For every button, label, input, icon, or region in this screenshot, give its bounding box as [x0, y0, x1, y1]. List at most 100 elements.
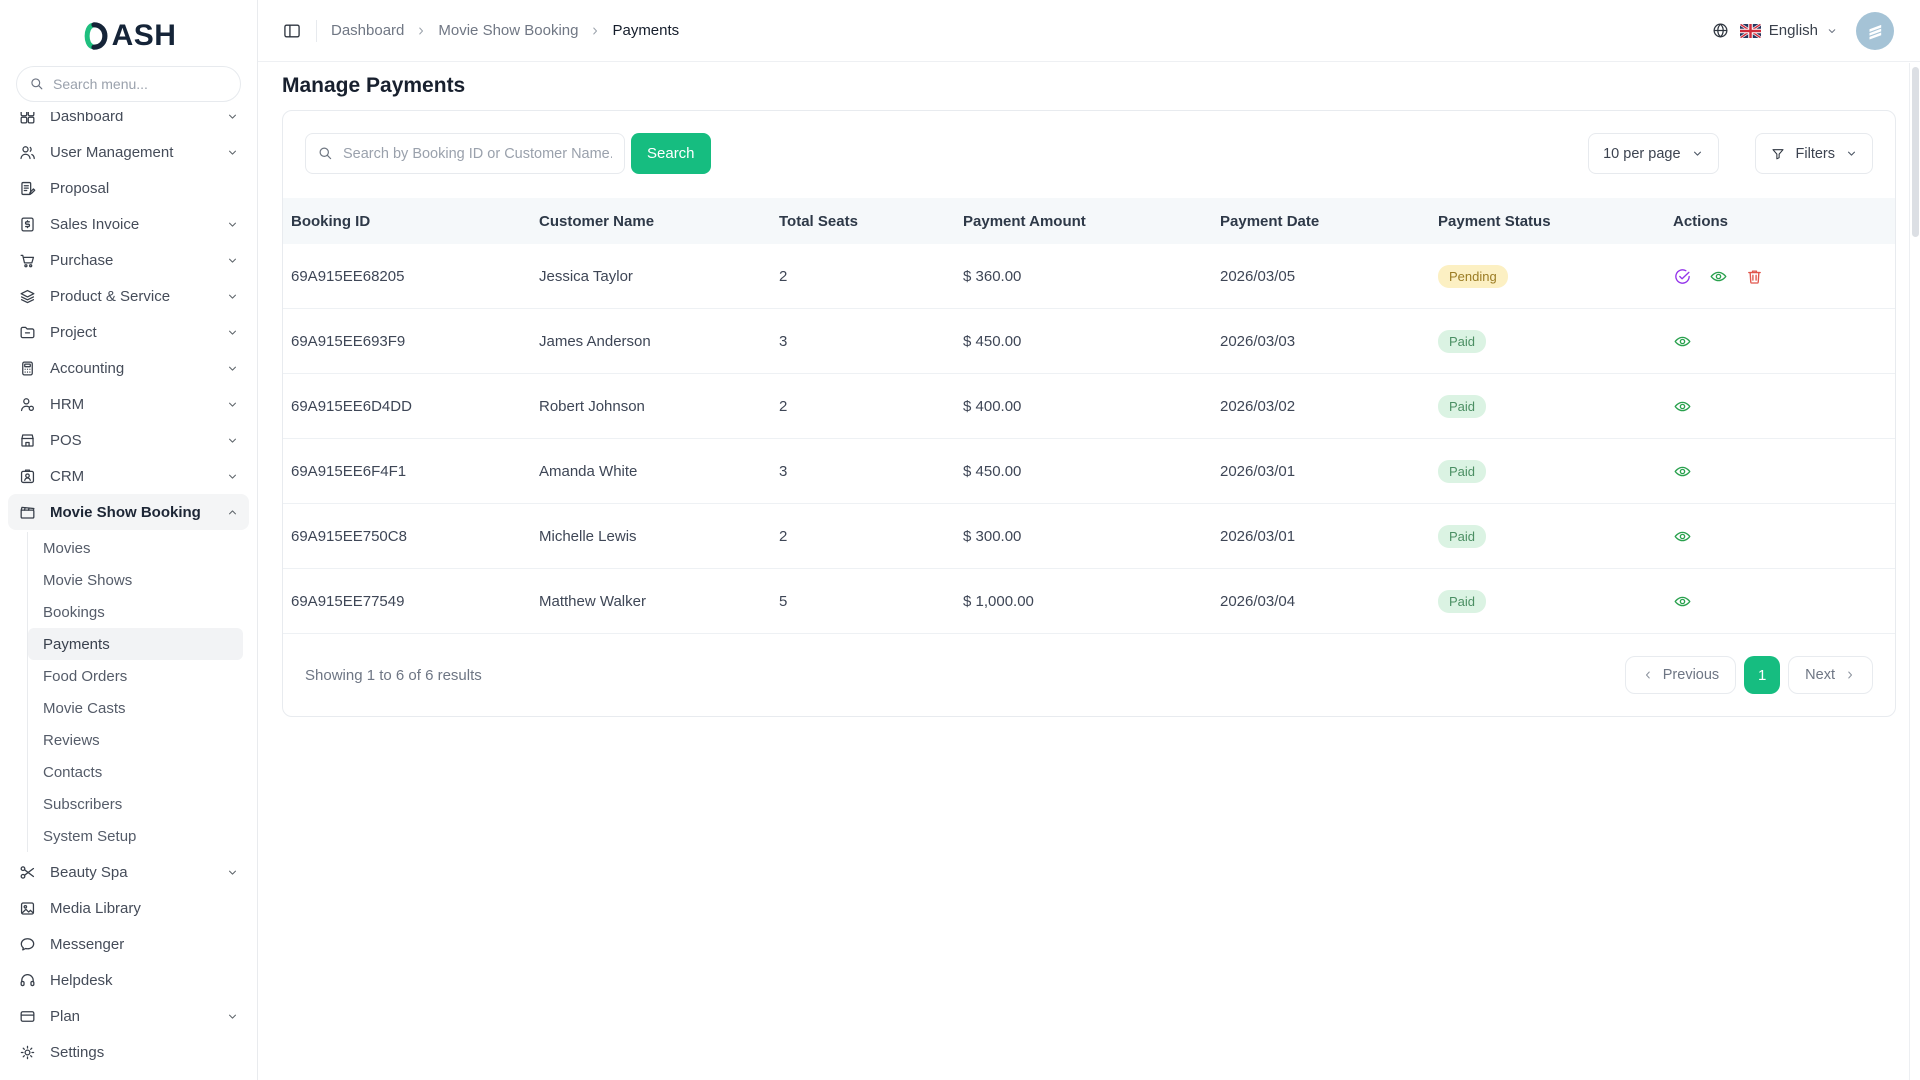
sidebar-item-project[interactable]: Project	[0, 314, 257, 350]
org-logo-icon	[1864, 20, 1886, 42]
chevron-down-icon	[226, 254, 239, 267]
column-header-total-seats: Total Seats	[779, 213, 963, 230]
sidebar-item-purchase[interactable]: Purchase	[0, 242, 257, 278]
sidebar-subitem-payments[interactable]: Payments	[28, 628, 243, 660]
breadcrumb-item-dashboard[interactable]: Dashboard	[331, 22, 404, 39]
cell-booking-id: 69A915EE68205	[291, 268, 539, 285]
sidebar-item-proposal[interactable]: Proposal	[0, 170, 257, 206]
chevron-right-icon	[415, 25, 427, 37]
next-page-button[interactable]: Next	[1788, 656, 1873, 694]
sidebar-subitem-reviews[interactable]: Reviews	[28, 724, 243, 756]
chevron-down-icon	[226, 326, 239, 339]
sidebar-subitem-movies[interactable]: Movies	[28, 532, 243, 564]
sidebar-item-hrm[interactable]: HRM	[0, 386, 257, 422]
app-logo: ASH	[0, 16, 257, 56]
cell-customer-name: Amanda White	[539, 463, 779, 480]
sidebar-item-dashboard[interactable]: Dashboard	[0, 112, 257, 134]
sidebar-subitem-subscribers[interactable]: Subscribers	[28, 788, 243, 820]
column-header-payment-status: Payment Status	[1438, 213, 1673, 230]
cell-total-seats: 5	[779, 593, 963, 610]
table-search	[305, 133, 625, 174]
view-button[interactable]	[1673, 527, 1692, 546]
view-button[interactable]	[1673, 462, 1692, 481]
chevron-right-icon	[589, 25, 601, 37]
sidebar-item-pos[interactable]: POS	[0, 422, 257, 458]
chevron-down-icon	[226, 112, 239, 123]
sidebar-subitem-movie-casts[interactable]: Movie Casts	[28, 692, 243, 724]
sidebar-item-product-service[interactable]: Product & Service	[0, 278, 257, 314]
sidebar-item-plan[interactable]: Plan	[0, 998, 257, 1034]
search-button[interactable]: Search	[631, 133, 711, 174]
status-badge: Pending	[1438, 265, 1508, 288]
cell-payment-status: Paid	[1438, 330, 1673, 353]
sidebar-subitem-movie-shows[interactable]: Movie Shows	[28, 564, 243, 596]
breadcrumb-item-movie-show-booking[interactable]: Movie Show Booking	[438, 22, 578, 39]
sidebar-item-media-library[interactable]: Media Library	[0, 890, 257, 926]
clapperboard-icon	[18, 503, 37, 522]
sidebar-item-user-management[interactable]: User Management	[0, 134, 257, 170]
page-content: Manage Payments Search 10 per page Filte…	[258, 62, 1920, 1080]
sidebar-subitem-bookings[interactable]: Bookings	[28, 596, 243, 628]
page-number-button[interactable]: 1	[1744, 656, 1780, 694]
cell-payment-amount: $ 300.00	[963, 528, 1220, 545]
sidebar-item-crm[interactable]: CRM	[0, 458, 257, 494]
sidebar-item-label: HRM	[50, 396, 213, 413]
cell-actions	[1673, 527, 1895, 546]
next-label: Next	[1805, 667, 1835, 683]
person-icon	[18, 395, 37, 414]
globe-icon[interactable]	[1711, 21, 1730, 40]
headset-icon	[18, 971, 37, 990]
chevron-down-icon	[1691, 147, 1704, 160]
view-button[interactable]	[1673, 592, 1692, 611]
cell-actions	[1673, 592, 1895, 611]
toolbar-right: 10 per page Filters	[1588, 133, 1873, 174]
sidebar-item-sales-invoice[interactable]: Sales Invoice	[0, 206, 257, 242]
scissors-icon	[18, 863, 37, 882]
sidebar-item-label: Media Library	[50, 900, 239, 917]
globe-icon	[1711, 21, 1730, 40]
view-button[interactable]	[1673, 397, 1692, 416]
search-icon	[316, 144, 334, 162]
sidebar-search-input[interactable]	[16, 66, 241, 102]
sidebar-item-movie-show-booking[interactable]: Movie Show Booking	[8, 494, 249, 530]
sidebar-item-accounting[interactable]: Accounting	[0, 350, 257, 386]
sidebar-item-settings[interactable]: Settings	[0, 1034, 257, 1070]
breadcrumb-item-payments: Payments	[612, 22, 679, 39]
cell-customer-name: Jessica Taylor	[539, 268, 779, 285]
per-page-select[interactable]: 10 per page	[1588, 133, 1718, 174]
view-button[interactable]	[1673, 332, 1692, 351]
view-button[interactable]	[1709, 267, 1728, 286]
approve-button[interactable]	[1673, 267, 1692, 286]
sidebar-item-helpdesk[interactable]: Helpdesk	[0, 962, 257, 998]
table-search-input[interactable]	[305, 133, 625, 174]
sidebar-menu: DashboardUser ManagementProposalSales In…	[0, 112, 257, 1070]
cell-customer-name: Robert Johnson	[539, 398, 779, 415]
cell-total-seats: 2	[779, 398, 963, 415]
sidebar-item-beauty-spa[interactable]: Beauty Spa	[0, 854, 257, 890]
cell-booking-id: 69A915EE77549	[291, 593, 539, 610]
cell-payment-date: 2026/03/01	[1220, 528, 1438, 545]
cell-booking-id: 69A915EE6F4F1	[291, 463, 539, 480]
sidebar-subitem-system-setup[interactable]: System Setup	[28, 820, 243, 852]
avatar[interactable]	[1856, 12, 1894, 50]
cell-booking-id: 69A915EE750C8	[291, 528, 539, 545]
chevron-down-icon	[1826, 25, 1838, 37]
sidebar-subitem-food-orders[interactable]: Food Orders	[28, 660, 243, 692]
cell-customer-name: Michelle Lewis	[539, 528, 779, 545]
sidebar-toggle-button[interactable]	[282, 21, 302, 41]
page-title: Manage Payments	[282, 74, 1896, 98]
scrollbar-track[interactable]	[1909, 63, 1920, 1080]
chevron-right-icon	[589, 25, 601, 37]
cell-payment-status: Pending	[1438, 265, 1673, 288]
filters-button[interactable]: Filters	[1755, 133, 1873, 174]
sidebar-subitem-contacts[interactable]: Contacts	[28, 756, 243, 788]
column-header-actions: Actions	[1673, 213, 1895, 230]
delete-button[interactable]	[1745, 267, 1764, 286]
chevron-down-icon	[226, 470, 239, 483]
sidebar-item-label: Project	[50, 324, 213, 341]
sidebar-item-messenger[interactable]: Messenger	[0, 926, 257, 962]
scrollbar-thumb[interactable]	[1912, 67, 1919, 237]
language-selector[interactable]: English	[1740, 22, 1838, 39]
cell-actions	[1673, 267, 1895, 286]
previous-page-button[interactable]: Previous	[1625, 656, 1736, 694]
